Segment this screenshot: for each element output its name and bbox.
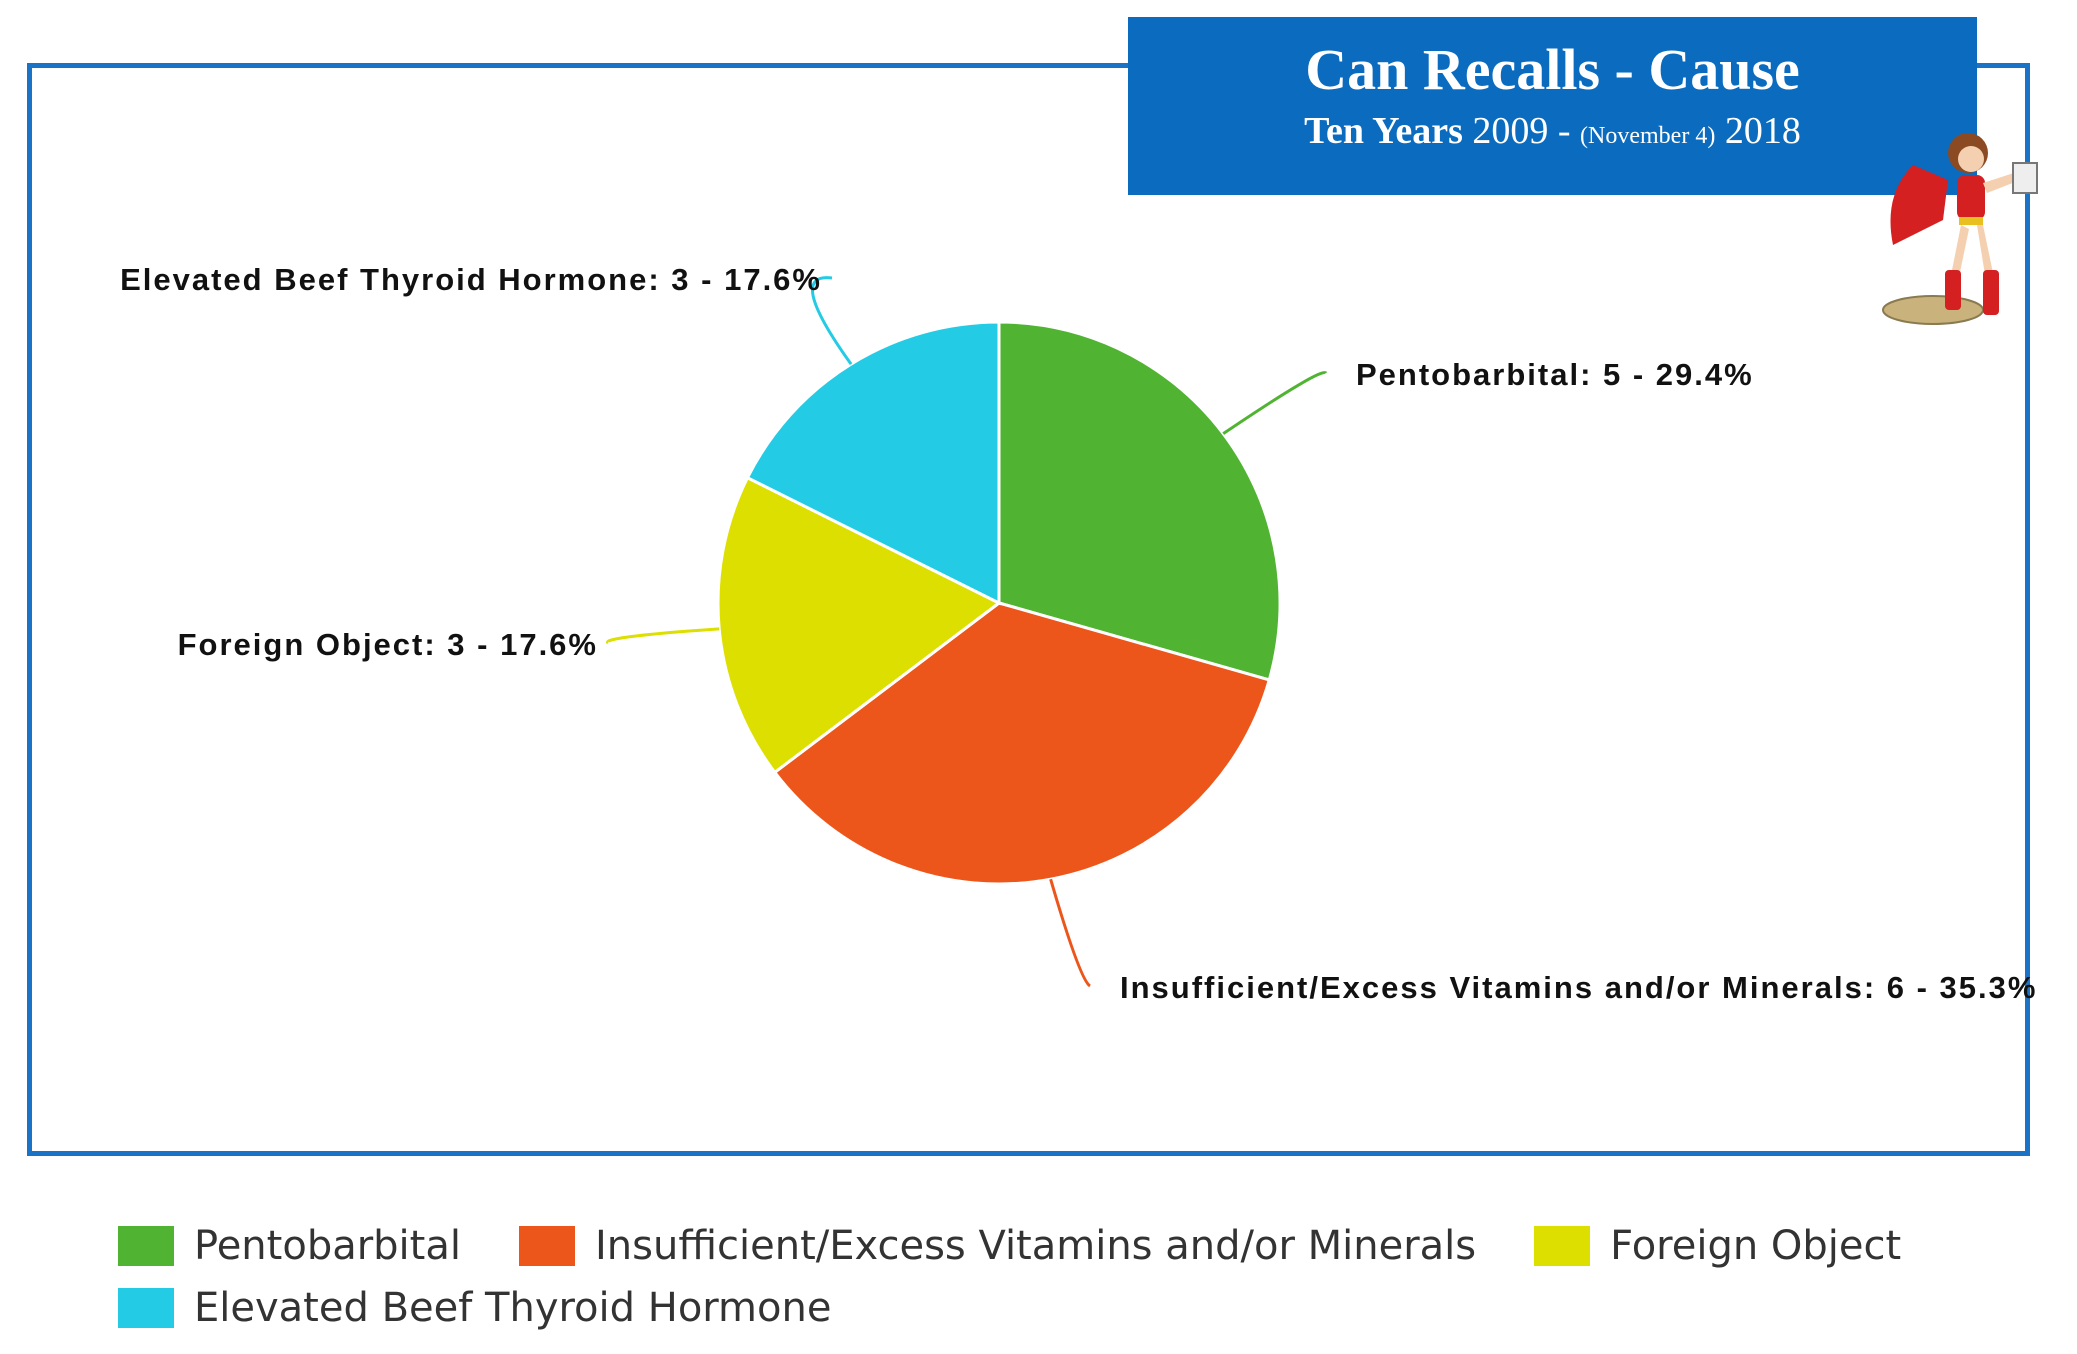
chart-title-box: Can Recalls - Cause Ten Years 2009 - (No… [1128,17,1977,195]
legend-label: Elevated Beef Thyroid Hormone [194,1285,832,1331]
connector-line [1049,878,1092,988]
pie-slice[interactable] [772,601,1272,886]
pie-slice[interactable] [997,320,1282,682]
legend-row: Elevated Beef Thyroid Hormone [118,1277,2018,1339]
legend-label: Foreign Object [1610,1223,1902,1269]
legend-item-pentobarbital[interactable]: Pentobarbital [118,1223,461,1269]
legend-item-foreign-object[interactable]: Foreign Object [1534,1223,1901,1269]
data-label: Insufficient/Excess Vitamins and/or Mine… [1120,970,2037,1005]
chart-subtitle: Ten Years 2009 - (November 4) 2018 [1128,107,1977,160]
subtitle-small: (November 4) [1580,123,1716,149]
connector-line [606,627,720,645]
subtitle-start: 2009 - [1472,110,1571,152]
chart-legend: Pentobarbital Insufficient/Excess Vitami… [118,1215,2018,1339]
legend-label: Pentobarbital [194,1223,461,1269]
data-label: Elevated Beef Thyroid Hormone: 3 - 17.6% [120,262,822,297]
data-label: Pentobarbital: 5 - 29.4% [1356,357,1754,392]
connector-line [1222,371,1328,435]
legend-swatch [518,1226,575,1266]
legend-label: Insufficient/Excess Vitamins and/or Mine… [594,1223,1477,1269]
superhero-mascot-icon [1873,125,2049,330]
legend-item-beef-thyroid[interactable]: Elevated Beef Thyroid Hormone [118,1285,831,1331]
subtitle-bold: Ten Years [1304,110,1463,152]
legend-item-vitamins-minerals[interactable]: Insufficient/Excess Vitamins and/or Mine… [518,1223,1477,1269]
data-label: Foreign Object: 3 - 17.6% [178,627,598,662]
legend-swatch [1534,1226,1591,1266]
chart-title: Can Recalls - Cause [1305,37,1800,102]
subtitle-end: 2018 [1724,110,1801,152]
connector-line [810,276,853,365]
pie-slice[interactable] [716,475,1002,775]
legend-row: Pentobarbital Insufficient/Excess Vitami… [118,1215,2018,1277]
legend-swatch [118,1288,174,1328]
legend-swatch [118,1226,174,1266]
pie-slice[interactable] [745,320,1001,606]
